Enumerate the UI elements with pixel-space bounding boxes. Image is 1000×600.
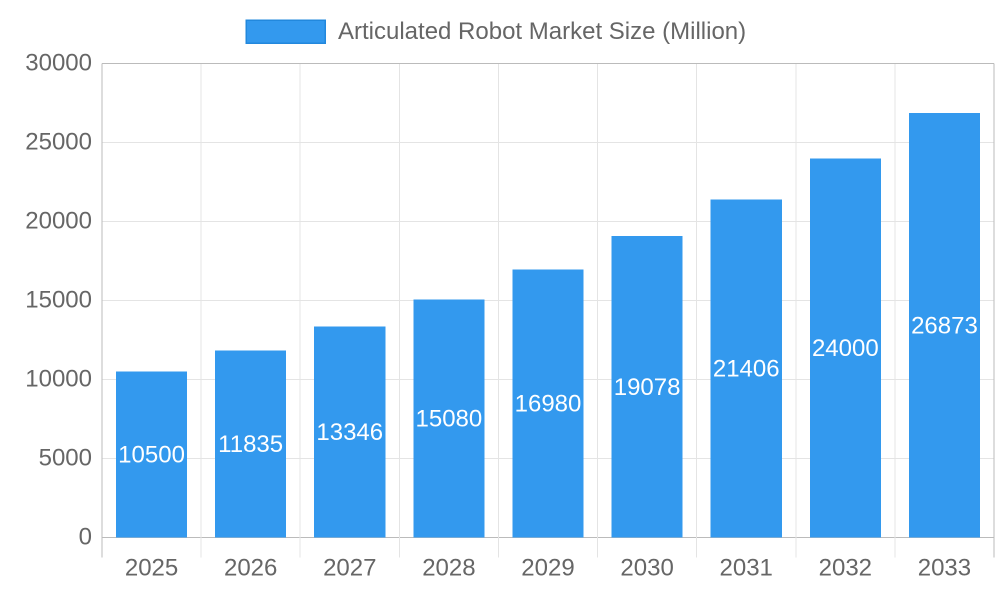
svg-text:0: 0: [79, 524, 92, 551]
svg-text:2031: 2031: [720, 555, 773, 582]
svg-text:2029: 2029: [521, 555, 574, 582]
svg-text:2033: 2033: [918, 555, 971, 582]
svg-text:2027: 2027: [323, 555, 376, 582]
svg-text:21406: 21406: [713, 355, 780, 382]
svg-text:24000: 24000: [812, 335, 879, 362]
svg-text:19078: 19078: [614, 374, 681, 401]
svg-text:10000: 10000: [25, 366, 92, 393]
svg-text:2032: 2032: [819, 555, 872, 582]
svg-text:20000: 20000: [25, 208, 92, 235]
svg-text:26873: 26873: [911, 312, 978, 339]
svg-text:13346: 13346: [316, 419, 383, 446]
svg-text:10500: 10500: [118, 442, 185, 469]
svg-text:2026: 2026: [224, 555, 277, 582]
svg-text:Articulated Robot Market Size: Articulated Robot Market Size (Million): [338, 18, 746, 45]
svg-text:5000: 5000: [39, 445, 92, 472]
svg-text:2025: 2025: [125, 555, 178, 582]
svg-text:25000: 25000: [25, 128, 92, 155]
svg-text:2028: 2028: [422, 555, 475, 582]
svg-text:30000: 30000: [25, 49, 92, 76]
svg-text:2030: 2030: [620, 555, 673, 582]
svg-text:15000: 15000: [25, 287, 92, 314]
svg-text:16980: 16980: [515, 390, 582, 417]
svg-text:15080: 15080: [416, 405, 483, 432]
svg-text:11835: 11835: [218, 431, 283, 458]
